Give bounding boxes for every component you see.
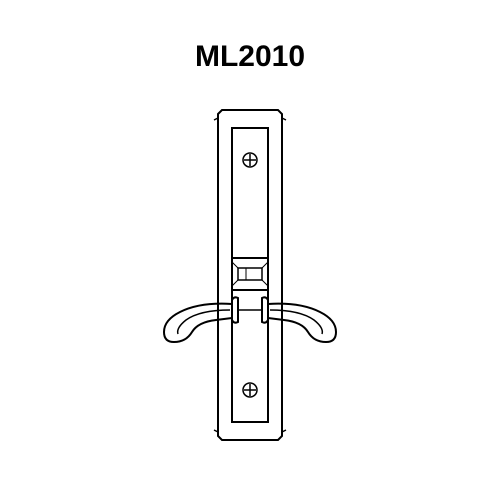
lever-left — [164, 297, 238, 342]
screw-top — [243, 153, 257, 167]
lock-diagram-container: ML2010 — [0, 0, 500, 500]
lock-diagram-svg — [0, 0, 500, 500]
latch-assembly — [232, 258, 268, 290]
lever-right — [262, 297, 336, 342]
break-top — [214, 118, 286, 120]
break-bottom — [214, 430, 286, 432]
screw-bottom — [243, 383, 257, 397]
